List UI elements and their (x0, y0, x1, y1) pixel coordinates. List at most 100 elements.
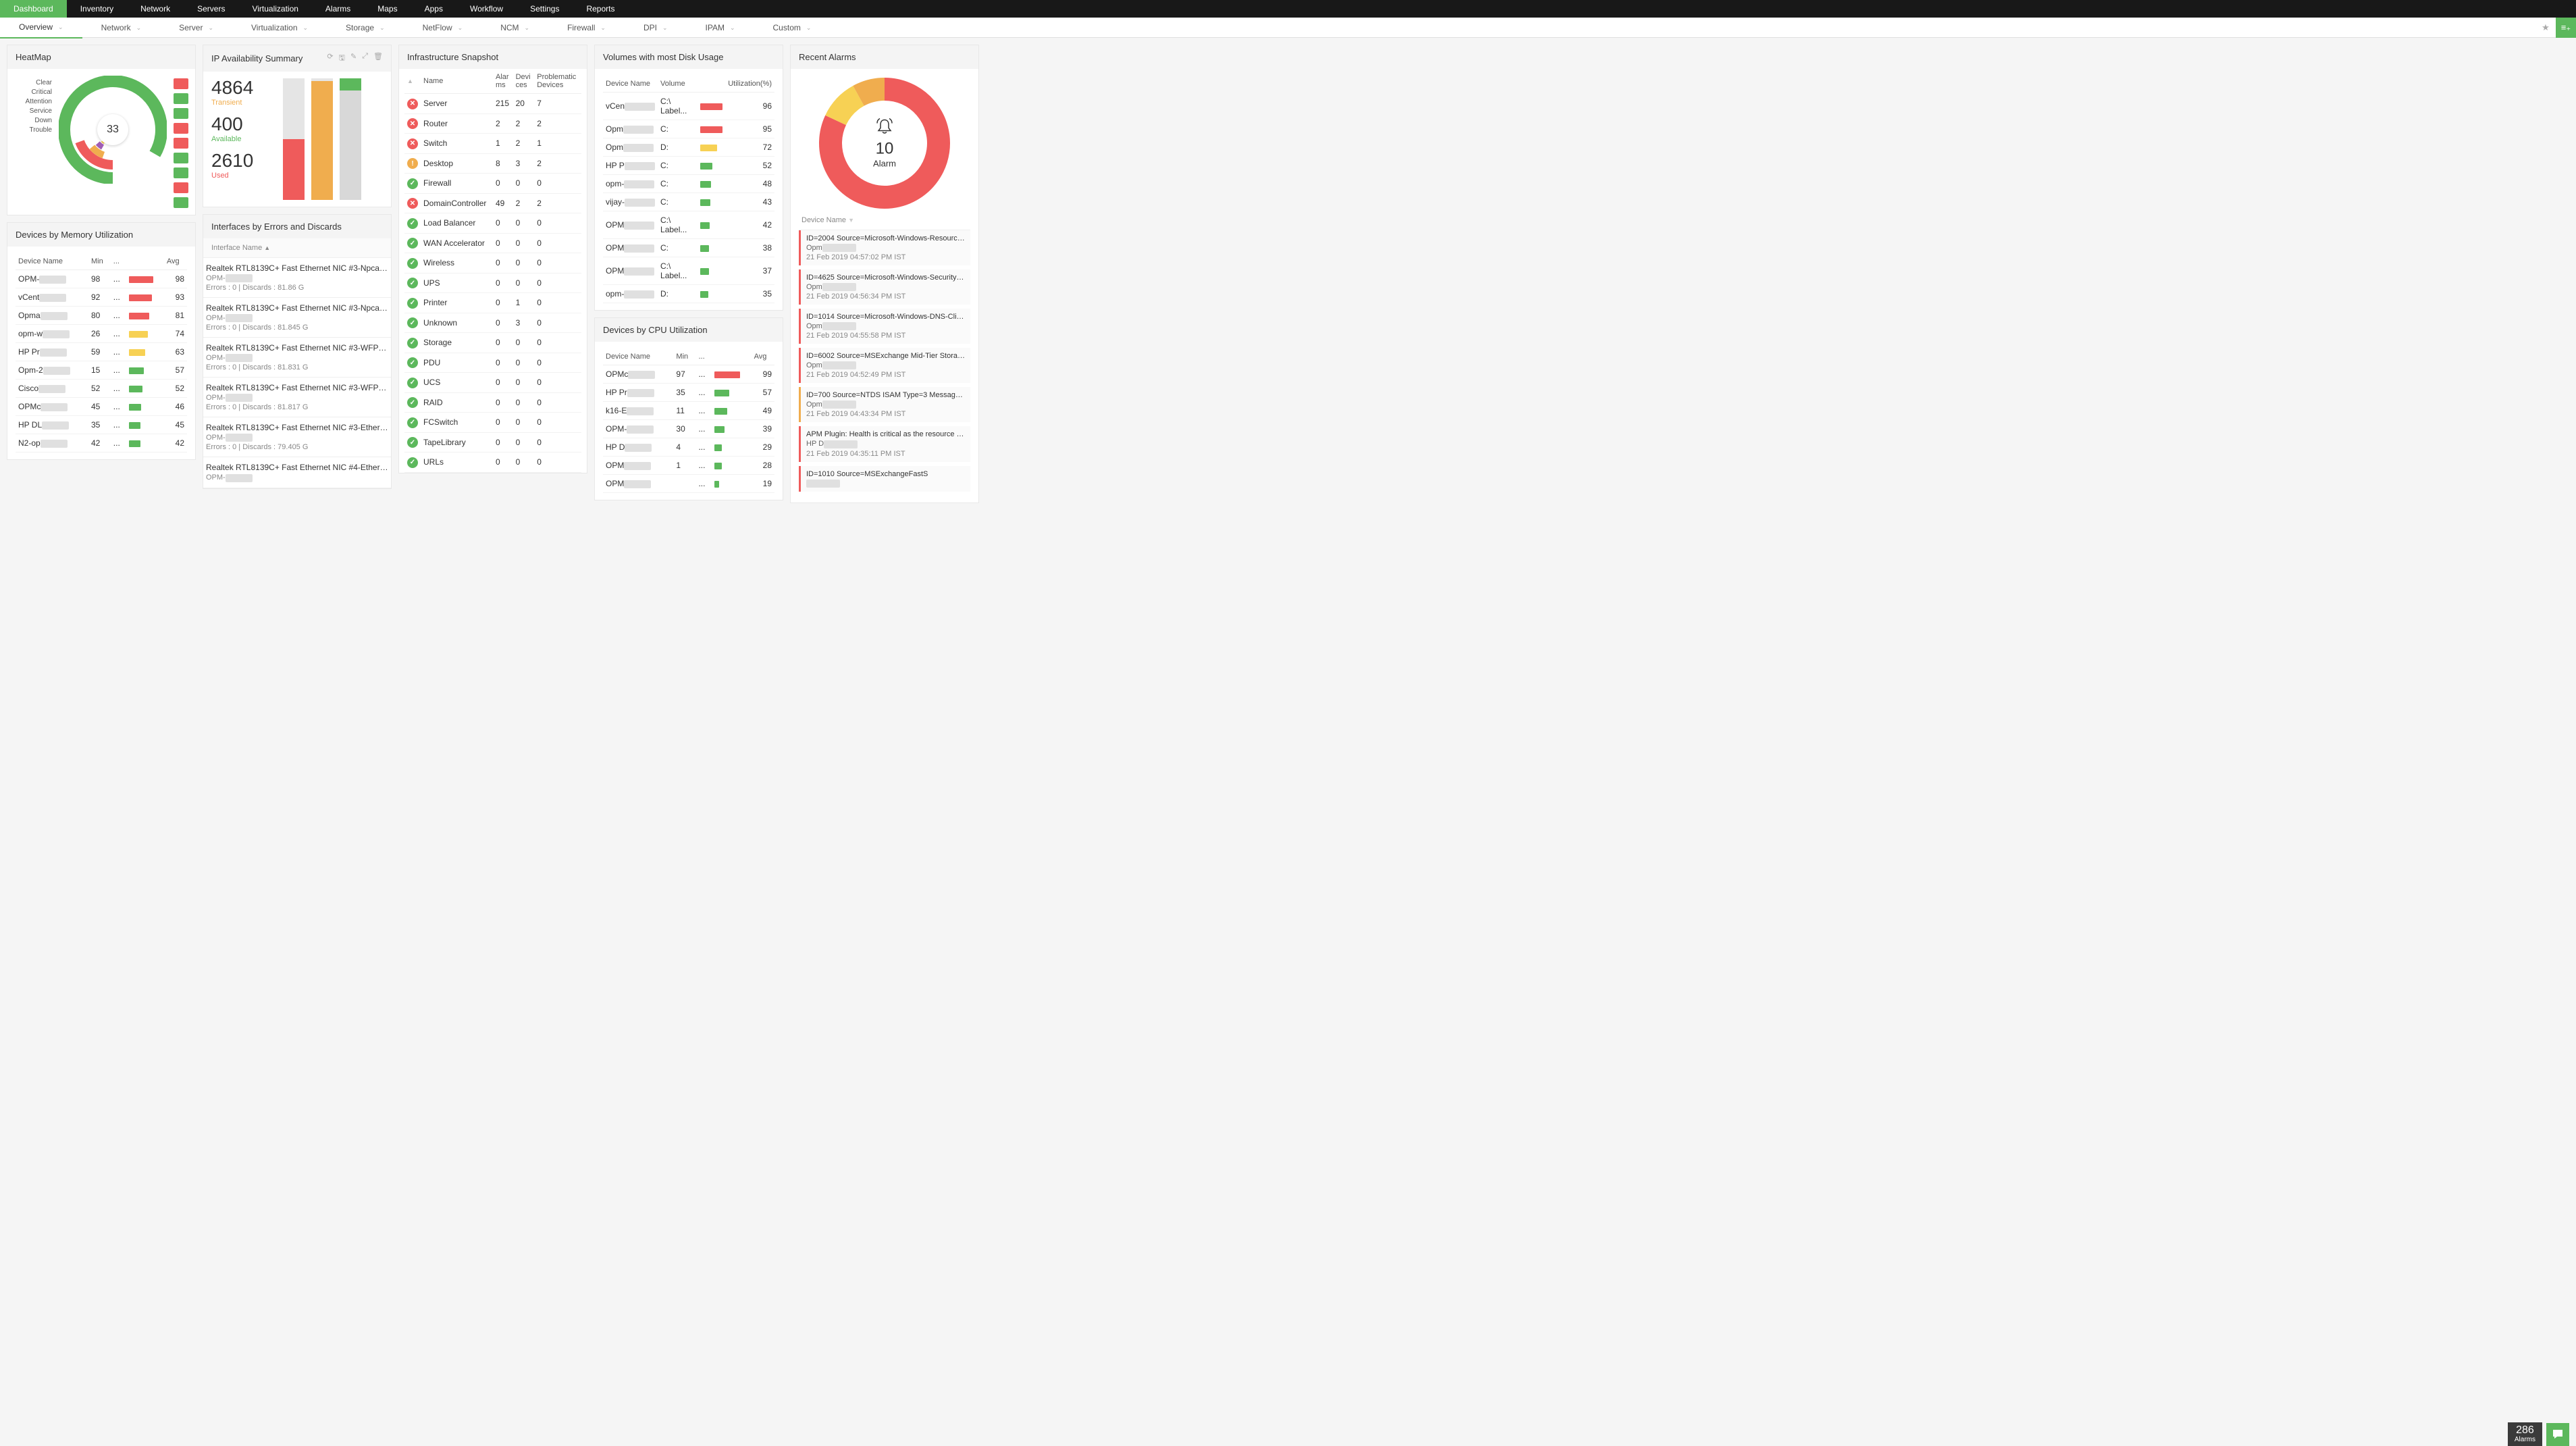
infra-row[interactable]: ✓RAID000 (404, 392, 581, 413)
infra-row[interactable]: ✓Load Balancer000 (404, 213, 581, 234)
infra-row[interactable]: ✓Storage000 (404, 333, 581, 353)
subnav-server[interactable]: Server⌄ (160, 18, 232, 38)
interface-row[interactable]: Realtek RTL8139C+ Fast Ethernet NIC #3-W… (203, 378, 391, 417)
alarm-row[interactable]: APM Plugin: Health is critical as the re… (799, 426, 970, 461)
edit-icon[interactable]: ✎ (350, 52, 357, 65)
chat-icon[interactable] (2546, 1423, 2569, 1446)
heatmap-tile[interactable] (174, 167, 188, 178)
table-row[interactable]: OPMc97...99 (603, 365, 774, 384)
infra-row[interactable]: ✕Router222 (404, 113, 581, 134)
infra-row[interactable]: ✓URLs000 (404, 453, 581, 473)
disk-row[interactable]: vCenC:\ Label...96 (603, 93, 774, 120)
infra-row[interactable]: ✓Printer010 (404, 293, 581, 313)
infra-row[interactable]: ✓WAN Accelerator000 (404, 233, 581, 253)
topnav-settings[interactable]: Settings (517, 0, 573, 18)
add-widget-button[interactable]: ≡₊ (2556, 18, 2576, 38)
heatmap-tile[interactable] (174, 123, 188, 134)
topnav-alarms[interactable]: Alarms (312, 0, 364, 18)
heatmap-tile[interactable] (174, 108, 188, 119)
subnav-ipam[interactable]: IPAM⌄ (687, 18, 754, 38)
interface-row[interactable]: Realtek RTL8139C+ Fast Ethernet NIC #3-W… (203, 338, 391, 378)
table-row[interactable]: OPMc45...46 (16, 398, 187, 416)
table-row[interactable]: Opm-215...57 (16, 361, 187, 380)
alarm-row[interactable]: ID=1010 Source=MSExchangeFastS (799, 466, 970, 492)
disk-row[interactable]: opm-C:48 (603, 175, 774, 193)
topnav-network[interactable]: Network (127, 0, 184, 18)
heatmap-tile[interactable] (174, 138, 188, 149)
topnav-apps[interactable]: Apps (411, 0, 456, 18)
heatmap-tile[interactable] (174, 197, 188, 208)
table-row[interactable]: HP DL35...45 (16, 416, 187, 434)
interface-row[interactable]: Realtek RTL8139C+ Fast Ethernet NIC #3-N… (203, 258, 391, 298)
disk-row[interactable]: OpmD:72 (603, 138, 774, 157)
table-row[interactable]: OPM-98...98 (16, 270, 187, 288)
infra-row[interactable]: ✕DomainController4922 (404, 193, 581, 213)
table-row[interactable]: OPM-30...39 (603, 420, 774, 438)
alarm-row[interactable]: ID=6002 Source=MSExchange Mid-Tier Stora… (799, 348, 970, 383)
heatmap-tile[interactable] (174, 93, 188, 104)
table-row[interactable]: vCent92...93 (16, 288, 187, 307)
heatmap-tile[interactable] (174, 78, 188, 89)
subnav-overview[interactable]: Overview⌄ (0, 17, 82, 38)
delete-icon[interactable]: 🗑 (373, 52, 383, 65)
infra-row[interactable]: ✕Switch121 (404, 134, 581, 154)
infra-row[interactable]: ✓Firewall000 (404, 174, 581, 194)
infra-row[interactable]: !Desktop832 (404, 153, 581, 174)
disk-row[interactable]: opm-D:35 (603, 285, 774, 303)
interface-row[interactable]: Realtek RTL8139C+ Fast Ethernet NIC #3-N… (203, 298, 391, 338)
save-icon[interactable]: 🖫 (339, 52, 345, 65)
table-row[interactable]: opm-w26...74 (16, 325, 187, 343)
star-icon[interactable]: ★ (2535, 18, 2556, 38)
alarm-row[interactable]: ID=2004 Source=Microsoft-Windows-Resourc… (799, 230, 970, 265)
infra-row[interactable]: ✓FCSwitch000 (404, 413, 581, 433)
table-row[interactable]: OPM1...28 (603, 457, 774, 475)
subnav-storage[interactable]: Storage⌄ (327, 18, 404, 38)
subnav-firewall[interactable]: Firewall⌄ (548, 18, 625, 38)
infra-row[interactable]: ✓UPS000 (404, 273, 581, 293)
disk-row[interactable]: OpmC:95 (603, 120, 774, 138)
alarm-row[interactable]: ID=1014 Source=Microsoft-Windows-DNS-Cli… (799, 309, 970, 344)
table-row[interactable]: Cisco52...52 (16, 380, 187, 398)
table-row[interactable]: k16-E11...49 (603, 402, 774, 420)
disk-row[interactable]: OPMC:\ Label...42 (603, 211, 774, 239)
infra-row[interactable]: ✓Unknown030 (404, 313, 581, 333)
alarm-row[interactable]: ID=700 Source=NTDS ISAM Type=3 Message=N… (799, 387, 970, 422)
heatmap-tile[interactable] (174, 153, 188, 163)
infra-row[interactable]: ✓UCS000 (404, 373, 581, 393)
disk-row[interactable]: OPMC:\ Label...37 (603, 257, 774, 285)
alarm-row[interactable]: ID=4625 Source=Microsoft-Windows-Securit… (799, 269, 970, 305)
topnav-reports[interactable]: Reports (573, 0, 628, 18)
disk-row[interactable]: vijay-C:43 (603, 193, 774, 211)
topnav-dashboard[interactable]: Dashboard (0, 0, 67, 18)
subnav-custom[interactable]: Custom⌄ (754, 18, 831, 38)
subnav-ncm[interactable]: NCM⌄ (481, 18, 548, 38)
table-row[interactable]: N2-op42...42 (16, 434, 187, 453)
topnav-maps[interactable]: Maps (364, 0, 411, 18)
disk-row[interactable]: HP PC:52 (603, 157, 774, 175)
interface-row[interactable]: Realtek RTL8139C+ Fast Ethernet NIC #4-E… (203, 457, 391, 488)
infra-row[interactable]: ✓PDU000 (404, 353, 581, 373)
subnav-virtualization[interactable]: Virtualization⌄ (232, 18, 327, 38)
interfaces-header[interactable]: Interface Name ▲ (203, 238, 391, 258)
table-row[interactable]: HP D4...29 (603, 438, 774, 457)
topnav-servers[interactable]: Servers (184, 0, 238, 18)
infra-row[interactable]: ✓TapeLibrary000 (404, 432, 581, 453)
table-row[interactable]: HP Pr59...63 (16, 343, 187, 361)
interface-row[interactable]: Realtek RTL8139C+ Fast Ethernet NIC #3-E… (203, 417, 391, 457)
alarm-list-header[interactable]: Device Name ▼ (799, 211, 970, 230)
table-row[interactable]: Opma80...81 (16, 307, 187, 325)
refresh-icon[interactable]: ⟳ (327, 52, 333, 65)
topnav-inventory[interactable]: Inventory (67, 0, 127, 18)
subnav-netflow[interactable]: NetFlow⌄ (404, 18, 482, 38)
topnav-virtualization[interactable]: Virtualization (238, 0, 311, 18)
expand-icon[interactable]: ⤢ (362, 52, 368, 65)
alarm-footer-badge[interactable]: 286 Alarms (2508, 1422, 2542, 1446)
table-row[interactable]: HP Pr35...57 (603, 384, 774, 402)
subnav-network[interactable]: Network⌄ (82, 18, 161, 38)
subnav-dpi[interactable]: DPI⌄ (625, 18, 687, 38)
infra-row[interactable]: ✕Server215207 (404, 94, 581, 114)
topnav-workflow[interactable]: Workflow (456, 0, 517, 18)
infra-row[interactable]: ✓Wireless000 (404, 253, 581, 274)
table-row[interactable]: OPM...19 (603, 475, 774, 493)
heatmap-tile[interactable] (174, 182, 188, 193)
